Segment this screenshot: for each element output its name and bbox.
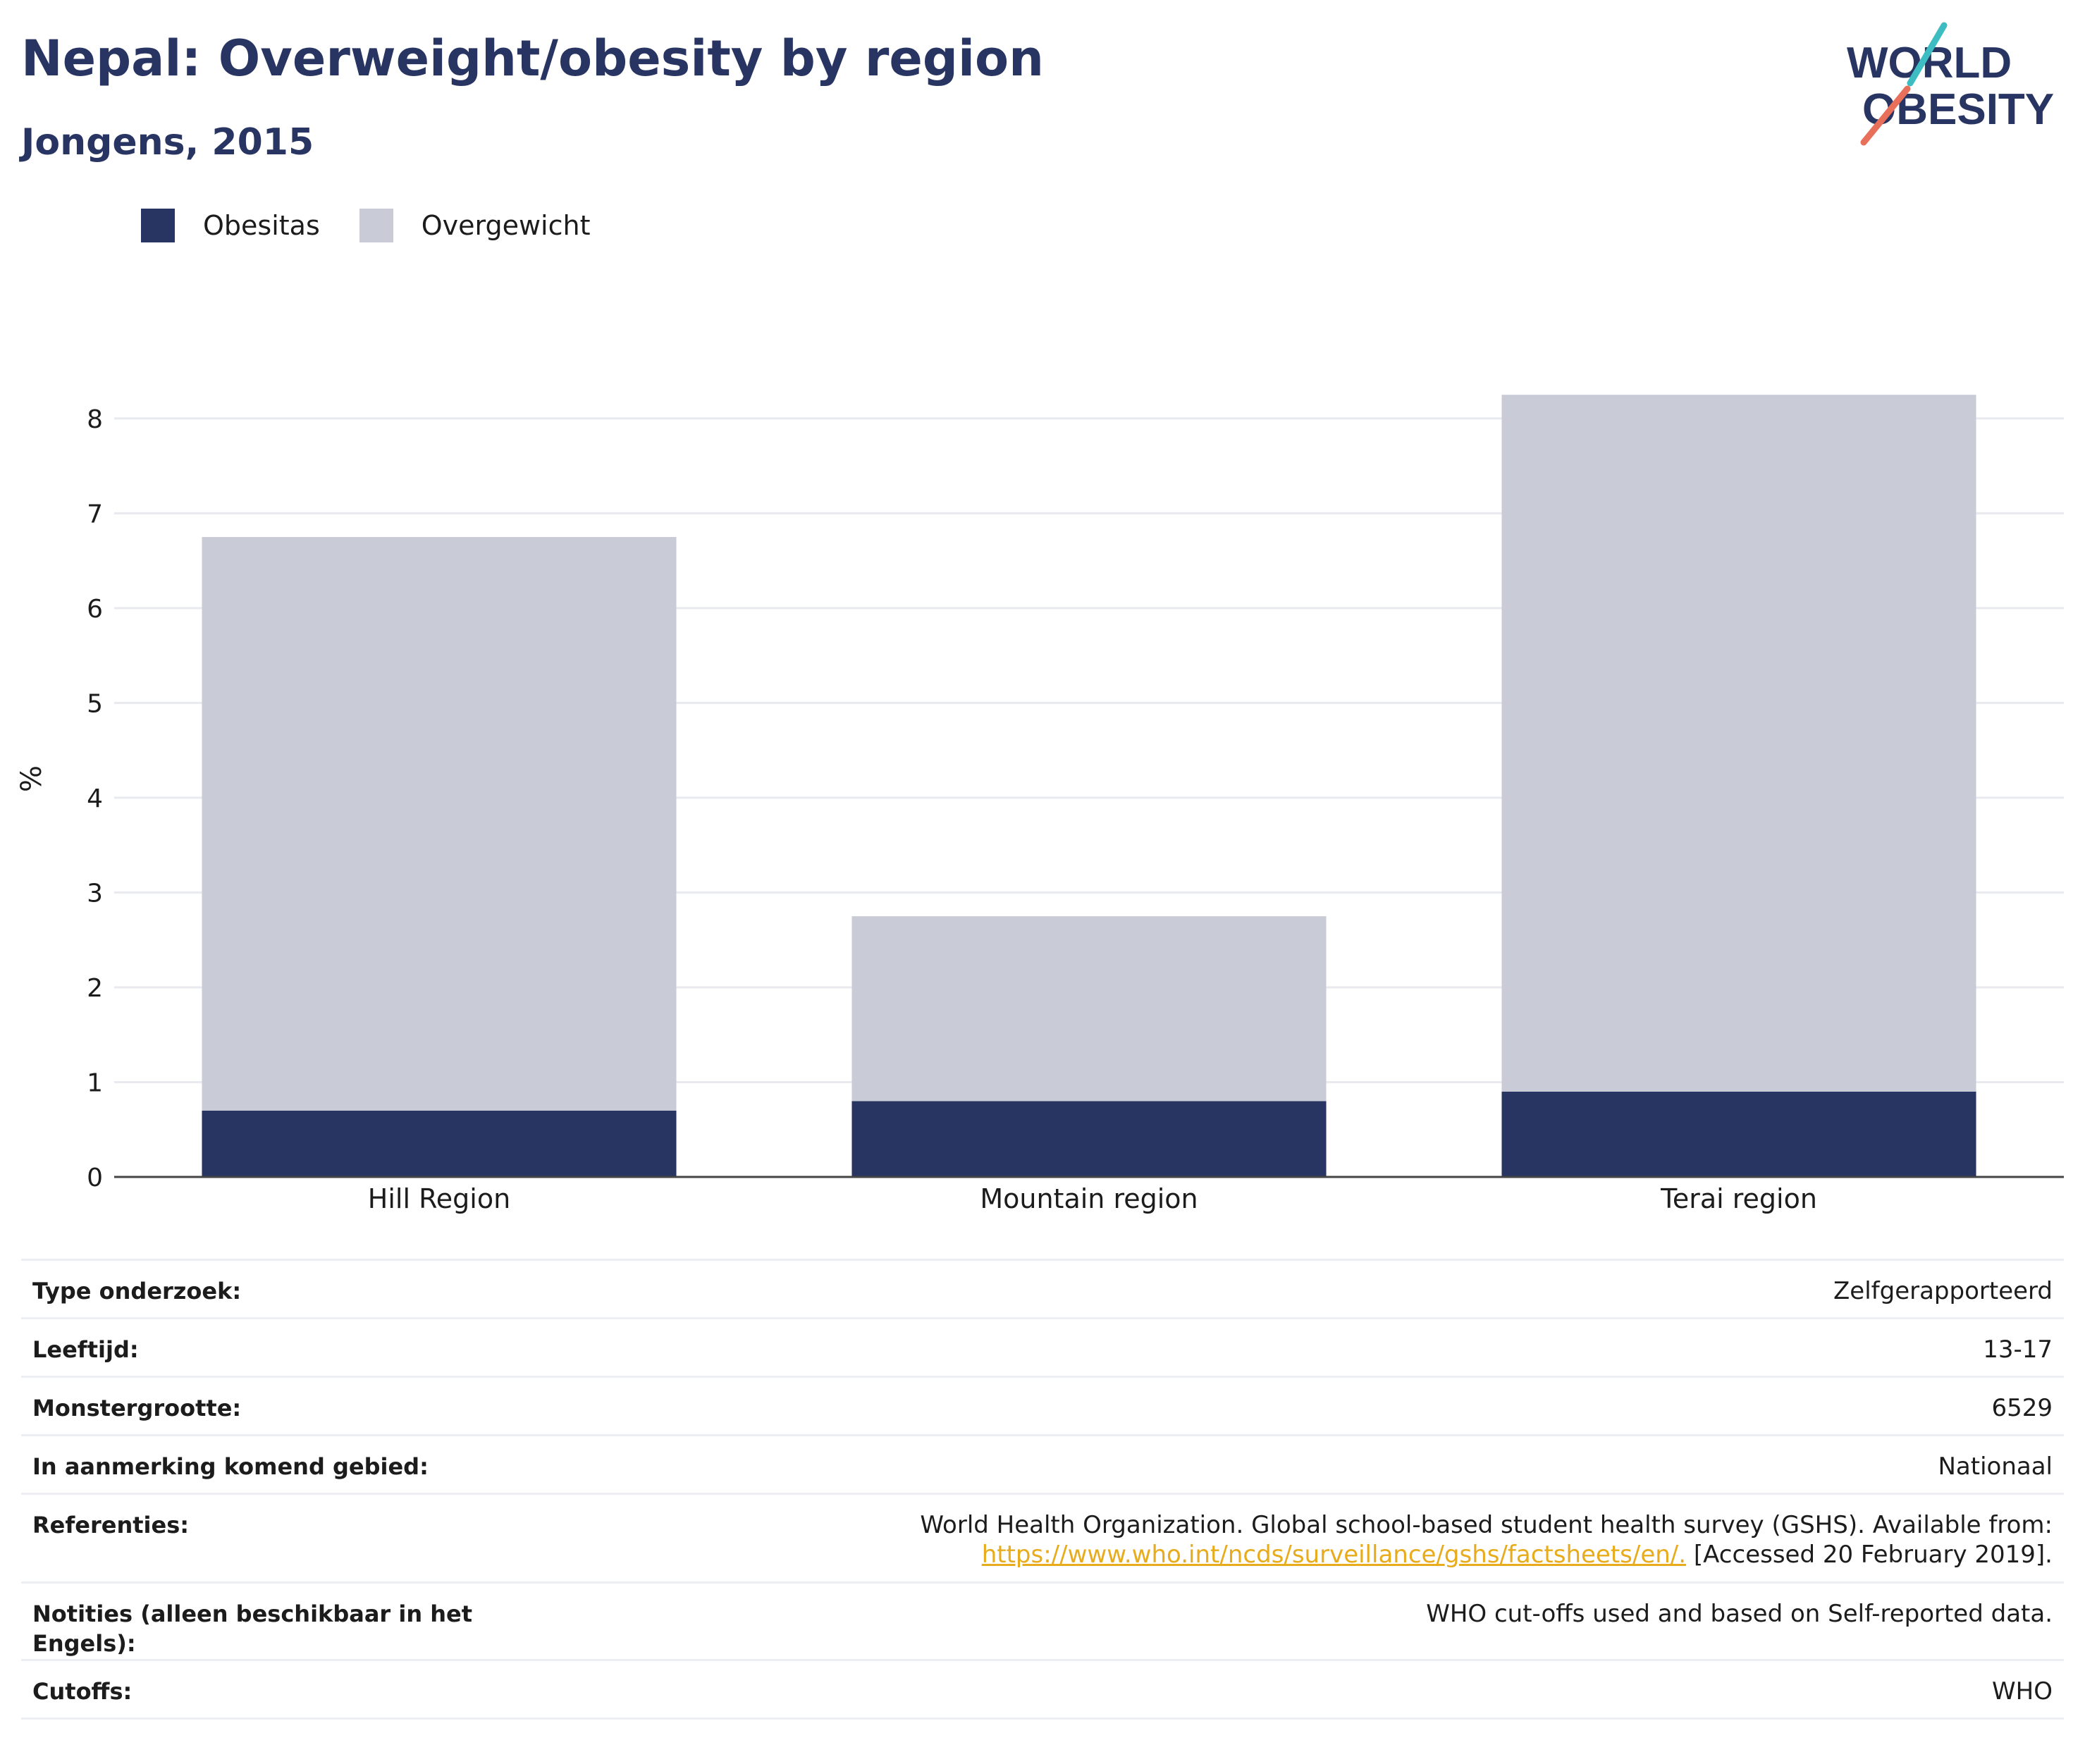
bars — [202, 395, 1976, 1177]
x-tick-label: Mountain region — [980, 1183, 1198, 1214]
y-tick-label: 0 — [87, 1164, 103, 1192]
legend-label-obesitas: Obesitas — [203, 210, 320, 241]
logo-slash-teal — [1907, 22, 1948, 87]
bar-obesitas-terai-region[interactable] — [1501, 1091, 1976, 1177]
logo-slash-coral — [1860, 85, 1911, 146]
bar-overgewicht-mountain-region[interactable] — [851, 916, 1327, 1102]
y-axis-label: % — [16, 765, 48, 792]
y-tick-label: 4 — [87, 784, 103, 813]
info-label-survey-type: Type onderzoek: — [32, 1278, 242, 1305]
y-tick-label: 8 — [87, 405, 103, 434]
info-row-survey-type: Type onderzoek: Zelfgerapporteerd — [21, 1261, 2064, 1319]
y-tick-label: 7 — [87, 500, 103, 529]
y-tick-label: 1 — [87, 1068, 103, 1097]
y-tick-label: 2 — [87, 974, 103, 1003]
legend-item-obesitas[interactable]: Obesitas — [141, 209, 320, 242]
reference-link[interactable]: https://www.who.int/ncds/surveillance/gs… — [981, 1541, 1687, 1569]
info-value-age: 13-17 — [1983, 1336, 2053, 1364]
info-label-sample-size: Monstergrootte: — [32, 1395, 242, 1421]
info-row-sample-size: Monstergrootte: 6529 — [21, 1378, 2064, 1436]
legend-swatch-obesitas — [141, 209, 175, 242]
bar-overgewicht-hill-region[interactable] — [202, 536, 677, 1111]
world-obesity-logo[interactable]: WORLD OBESITY — [1833, 21, 2072, 148]
x-tick-label: Terai region — [1660, 1183, 1817, 1214]
info-value-cutoffs: WHO — [1992, 1677, 2053, 1706]
y-tick-label: 3 — [87, 879, 103, 908]
legend-swatch-overgewicht — [359, 209, 393, 242]
legend-label-overgewicht: Overgewicht — [421, 210, 591, 241]
x-axis-labels: Hill Region Mountain region Terai region — [368, 1183, 1817, 1214]
info-value-notes: WHO cut-offs used and based on Self-repo… — [1426, 1600, 2053, 1628]
info-value-references: World Health Organization. Global school… — [920, 1510, 2053, 1569]
bar-obesitas-hill-region[interactable] — [202, 1110, 677, 1177]
info-label-notes: Notities (alleen beschikbaar in het Enge… — [32, 1600, 473, 1657]
reference-accessed: [Accessed 20 February 2019]. — [1686, 1541, 2053, 1569]
info-row-cutoffs: Cutoffs: WHO — [21, 1661, 2064, 1720]
x-tick-label: Hill Region — [368, 1183, 510, 1214]
info-label-cutoffs: Cutoffs: — [32, 1678, 133, 1705]
info-row-notes: Notities (alleen beschikbaar in het Enge… — [21, 1584, 2064, 1661]
chart-title: Nepal: Overweight/obesity by region — [21, 30, 1044, 87]
info-value-area: Nationaal — [1938, 1452, 2053, 1481]
legend-item-overgewicht[interactable]: Overgewicht — [359, 209, 591, 242]
info-row-area: In aanmerking komend gebied: Nationaal — [21, 1436, 2064, 1495]
info-label-age: Leeftijd: — [32, 1336, 139, 1363]
info-label-area: In aanmerking komend gebied: — [32, 1453, 429, 1480]
reference-text: World Health Organization. Global school… — [920, 1511, 2053, 1539]
bar-obesitas-mountain-region[interactable] — [851, 1101, 1327, 1177]
chart-subtitle: Jongens, 2015 — [21, 121, 314, 164]
y-tick-label: 6 — [87, 595, 103, 624]
chart-legend: Obesitas Overgewicht — [141, 209, 630, 242]
info-value-sample-size: 6529 — [1991, 1394, 2053, 1422]
info-value-survey-type: Zelfgerapporteerd — [1833, 1277, 2053, 1305]
info-label-references: Referenties: — [32, 1512, 190, 1538]
stacked-bar-chart: 0 1 2 3 4 5 6 7 8 Hill Region Mountain region Tera… — [16, 395, 2064, 1214]
y-axis-ticks: 0 1 2 3 4 5 6 7 8 — [87, 405, 103, 1192]
info-row-age: Leeftijd: 13-17 — [21, 1319, 2064, 1378]
info-row-references: Referenties: World Health Organization. … — [21, 1495, 2064, 1584]
y-tick-label: 5 — [87, 689, 103, 718]
survey-info-table: Type onderzoek: Zelfgerapporteerd Leefti… — [21, 1259, 2064, 1720]
bar-overgewicht-terai-region[interactable] — [1501, 395, 1976, 1092]
